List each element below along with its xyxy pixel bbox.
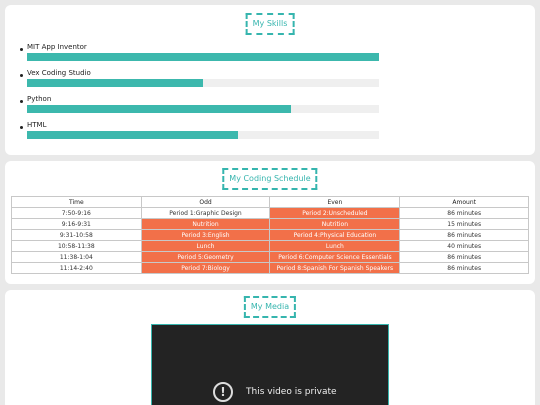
skill-bar-track [27, 131, 379, 139]
even-cell: Nutrition [269, 218, 401, 230]
amount-cell: 15 minutes [399, 218, 529, 230]
table-row: 11:38-1:04 Period 5:Geometry Period 6:Co… [11, 251, 529, 263]
skills-card: My Skills MIT App Inventor Vex Coding St… [5, 5, 535, 155]
time-cell: 11:38-1:04 [11, 251, 142, 263]
table-row: 9:31-10:58 Period 3:English Period 4:Phy… [11, 229, 529, 241]
media-card: My Media ! This video is private [5, 290, 535, 405]
amount-cell: 86 minutes [399, 207, 529, 219]
odd-cell: Period 1:Graphic Design [140, 207, 271, 219]
time-cell: 7:50-9:16 [11, 207, 142, 219]
odd-cell: Period 3:English [140, 229, 271, 241]
video-private-message: This video is private [246, 387, 337, 397]
skill-bar-fill [27, 79, 203, 87]
schedule-title: My Coding Schedule [222, 168, 318, 190]
schedule-table: Time Odd Even Amount 7:50-9:16 Period 1:… [11, 196, 529, 274]
time-cell: 11:14-2:40 [11, 262, 142, 274]
bullet [20, 100, 23, 103]
table-row: 9:16-9:31 Nutrition Nutrition 15 minutes [11, 218, 529, 230]
amount-cell: 86 minutes [399, 229, 529, 241]
skill-bar-fill [27, 53, 379, 61]
table-row: 7:50-9:16 Period 1:Graphic Design Period… [11, 207, 529, 219]
odd-cell: Period 7:Biology [140, 262, 271, 274]
video-player[interactable]: ! This video is private [151, 324, 389, 405]
bullet [20, 48, 23, 51]
even-cell: Period 8:Spanish For Spanish Speakers [269, 262, 401, 274]
skill-bar-fill [27, 105, 291, 113]
even-cell: Period 2:Unscheduled [269, 207, 401, 219]
amount-cell: 40 minutes [399, 240, 529, 252]
time-cell: 10:58-11:38 [11, 240, 142, 252]
odd-cell: Nutrition [140, 218, 271, 230]
table-header-row: Time Odd Even Amount [11, 196, 529, 208]
skill-label: Python [27, 95, 52, 103]
bullet [20, 126, 23, 129]
skill-bar-track [27, 53, 379, 61]
skill-label: Vex Coding Studio [27, 69, 91, 77]
column-header-time: Time [11, 196, 142, 208]
table-row: 11:14-2:40 Period 7:Biology Period 8:Spa… [11, 262, 529, 274]
time-cell: 9:31-10:58 [11, 229, 142, 241]
skill-label: MIT App Inventor [27, 43, 87, 51]
table-row: 10:58-11:38 Lunch Lunch 40 minutes [11, 240, 529, 252]
skill-bar-track [27, 79, 379, 87]
skill-bar-track [27, 105, 379, 113]
column-header-amount: Amount [399, 196, 529, 208]
exclamation-circle-icon: ! [213, 382, 233, 402]
even-cell: Period 6:Computer Science Essentials [269, 251, 401, 263]
odd-cell: Period 5:Geometry [140, 251, 271, 263]
column-header-even: Even [269, 196, 401, 208]
column-header-odd: Odd [140, 196, 271, 208]
media-title: My Media [243, 296, 297, 318]
skills-title: My Skills [245, 13, 295, 35]
amount-cell: 86 minutes [399, 251, 529, 263]
even-cell: Period 4:Physical Education [269, 229, 401, 241]
even-cell: Lunch [269, 240, 401, 252]
bullet [20, 74, 23, 77]
amount-cell: 86 minutes [399, 262, 529, 274]
schedule-card: My Coding Schedule Time Odd Even Amount … [5, 161, 535, 284]
odd-cell: Lunch [140, 240, 271, 252]
time-cell: 9:16-9:31 [11, 218, 142, 230]
skill-label: HTML [27, 121, 47, 129]
skill-bar-fill [27, 131, 239, 139]
